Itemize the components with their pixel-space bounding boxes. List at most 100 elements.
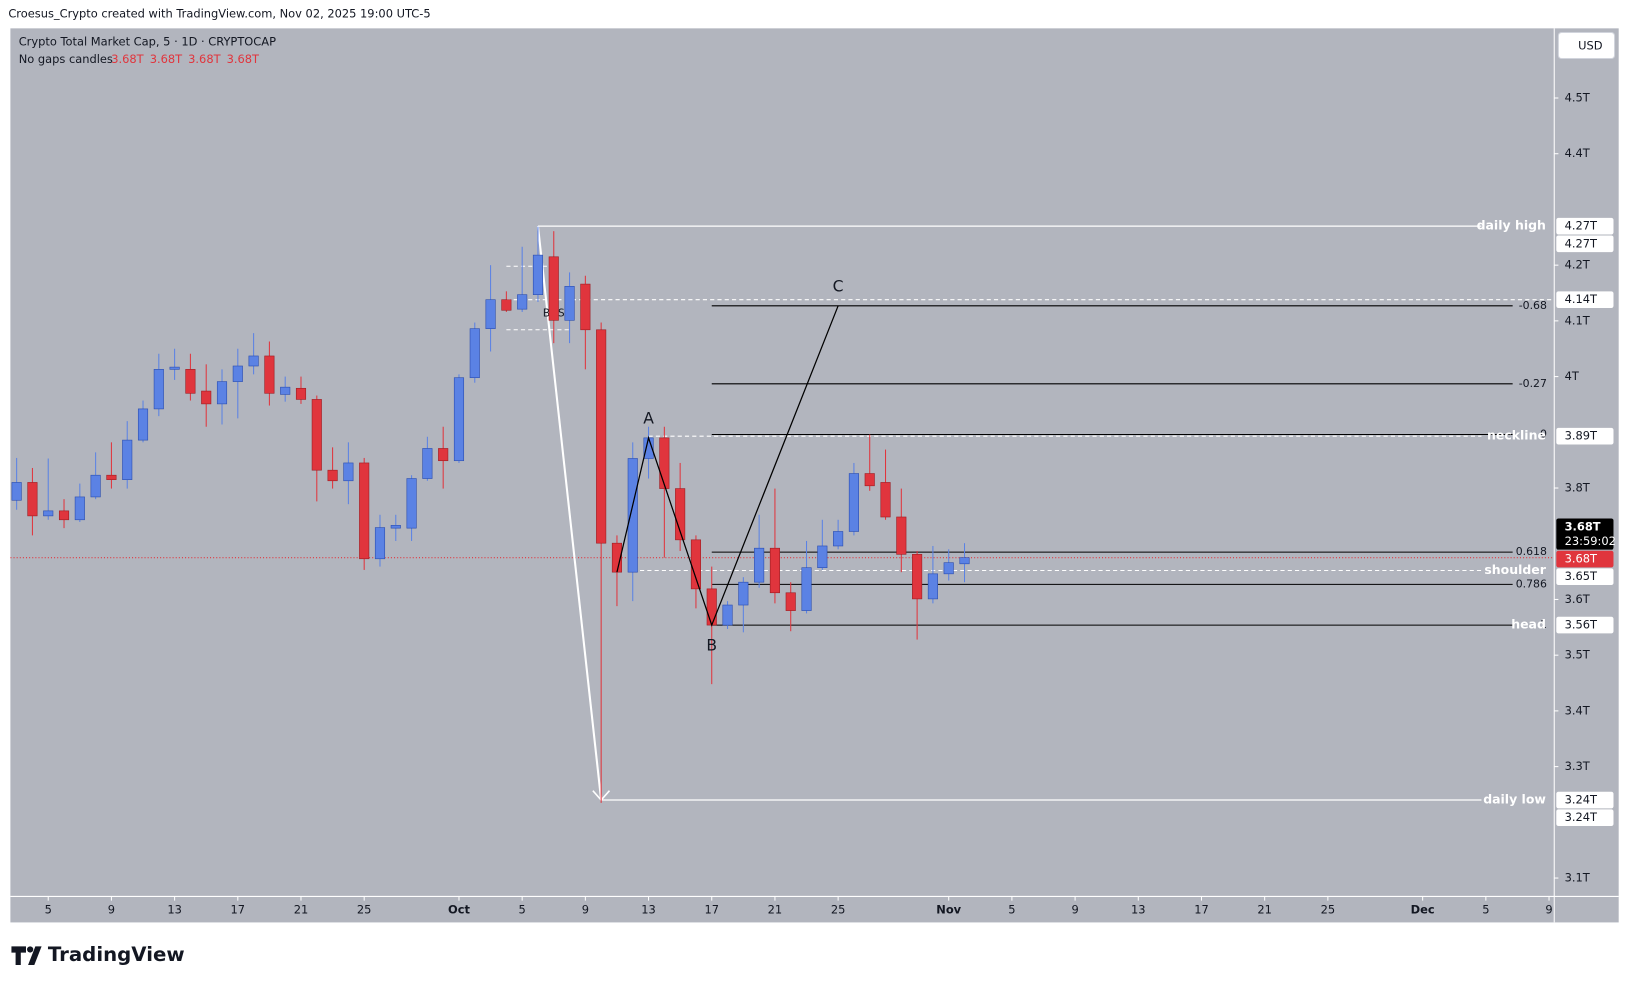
y-tick-label: 4.5T xyxy=(1565,90,1591,104)
candle-body xyxy=(106,474,117,480)
candle-body xyxy=(501,299,512,311)
candle-body xyxy=(122,439,133,480)
candle-body xyxy=(422,448,433,479)
price-badge-label: 3.56T xyxy=(1565,618,1598,632)
price-badge-label: 4.14T xyxy=(1565,292,1598,306)
candle-body xyxy=(27,482,38,517)
ohlc-value: 3.68T xyxy=(227,52,260,66)
x-tick-label: 21 xyxy=(768,902,783,916)
price-badge xyxy=(1556,291,1614,309)
candle-body xyxy=(169,366,180,370)
price-badge-label: 3.68T xyxy=(1565,519,1601,533)
x-tick-label: 17 xyxy=(231,902,246,916)
currency-button[interactable] xyxy=(1557,31,1616,60)
chart-title: Crypto Total Market Cap, 5 · 1D · CRYPTO… xyxy=(19,34,276,48)
candle-body xyxy=(264,355,275,394)
candle-body xyxy=(201,390,212,405)
level-label: daily low xyxy=(1483,792,1546,807)
candle-body xyxy=(943,562,954,575)
candle-body xyxy=(248,355,259,367)
price-badge xyxy=(1556,791,1614,809)
candle-body xyxy=(769,547,780,594)
y-tick-label: 4T xyxy=(1565,369,1580,383)
level-label: head xyxy=(1511,617,1546,632)
price-badge-label: 4.27T xyxy=(1565,219,1598,233)
x-tick-label: 25 xyxy=(357,902,372,916)
candle-body xyxy=(90,474,101,498)
wave-label: C xyxy=(833,278,844,296)
candle-body xyxy=(137,408,149,441)
candle-body xyxy=(359,462,370,560)
y-tick-label: 3.8T xyxy=(1565,481,1591,495)
candle-body xyxy=(343,462,354,482)
candle-body xyxy=(74,496,85,521)
candle-body xyxy=(216,381,228,405)
candle-body xyxy=(833,531,844,547)
candle-body xyxy=(896,516,907,555)
plot-background xyxy=(10,28,1619,923)
chart-subtitle: No gaps candles xyxy=(19,52,113,66)
candle-body xyxy=(517,294,528,310)
y-tick-label: 3.4T xyxy=(1565,703,1591,717)
candle-body xyxy=(295,387,307,400)
candle-body xyxy=(912,554,923,600)
fib-label: 1 xyxy=(1540,618,1547,631)
x-tick-label: Nov xyxy=(936,902,961,916)
wave-line xyxy=(616,305,839,627)
candle-body xyxy=(659,437,670,489)
wave-label: A xyxy=(643,410,654,428)
y-tick-label: 3.1T xyxy=(1565,871,1591,885)
y-tick-label: 3.3T xyxy=(1565,759,1591,773)
candle-body xyxy=(627,458,638,573)
logo-icon xyxy=(28,946,42,966)
candle-body xyxy=(280,386,291,395)
price-badge xyxy=(1556,235,1614,253)
level-label: daily high xyxy=(1477,218,1546,233)
candle-body xyxy=(959,557,970,565)
x-tick-label: 9 xyxy=(1071,902,1078,916)
arrow-line xyxy=(536,226,603,801)
candle-body xyxy=(153,369,164,410)
price-countdown: 23:59:02 xyxy=(1565,534,1616,548)
candle-body xyxy=(927,573,938,600)
currency[interactable]: USD xyxy=(1578,39,1603,53)
candle-body xyxy=(185,369,196,394)
fib-label: 0.618 xyxy=(1516,545,1547,558)
ohlc-value: 3.68T xyxy=(111,52,144,66)
price-badge xyxy=(1556,616,1614,634)
candle-body xyxy=(722,604,733,626)
candle-body xyxy=(485,299,496,329)
x-tick-label: 25 xyxy=(1321,902,1336,916)
wave-label: B xyxy=(706,636,717,654)
x-tick-label: 17 xyxy=(1194,902,1209,916)
y-tick-label: 3.6T xyxy=(1565,592,1591,606)
brand: TradingView xyxy=(48,943,185,966)
x-tick-label: 9 xyxy=(108,902,115,916)
fib-label: -0.27 xyxy=(1519,377,1547,390)
candle-body xyxy=(817,545,828,569)
candle-body xyxy=(43,510,54,517)
candle-body xyxy=(453,377,465,462)
candle-body xyxy=(706,588,717,626)
x-tick-label: 5 xyxy=(1482,902,1489,916)
level-label: neckline xyxy=(1487,428,1546,443)
price-badge xyxy=(1556,809,1614,827)
price-badge xyxy=(1556,217,1614,235)
x-tick-label: 13 xyxy=(167,902,182,916)
candle-body xyxy=(690,539,701,590)
candle-body xyxy=(232,365,243,382)
candle-body xyxy=(880,482,891,518)
price-badge-label: 3.24T xyxy=(1565,793,1598,807)
y-tick-label: 4.2T xyxy=(1565,258,1591,272)
ohlc-value: 3.68T xyxy=(150,52,183,66)
candle-body xyxy=(58,510,70,521)
x-tick-label: Dec xyxy=(1411,902,1435,916)
price-badge-label: 3.24T xyxy=(1565,810,1598,824)
candle-body xyxy=(390,525,401,529)
price-badge-label: 3.89T xyxy=(1565,429,1598,443)
price-badge xyxy=(1556,568,1614,586)
x-tick-label: 5 xyxy=(519,902,526,916)
x-tick-label: 17 xyxy=(704,902,719,916)
